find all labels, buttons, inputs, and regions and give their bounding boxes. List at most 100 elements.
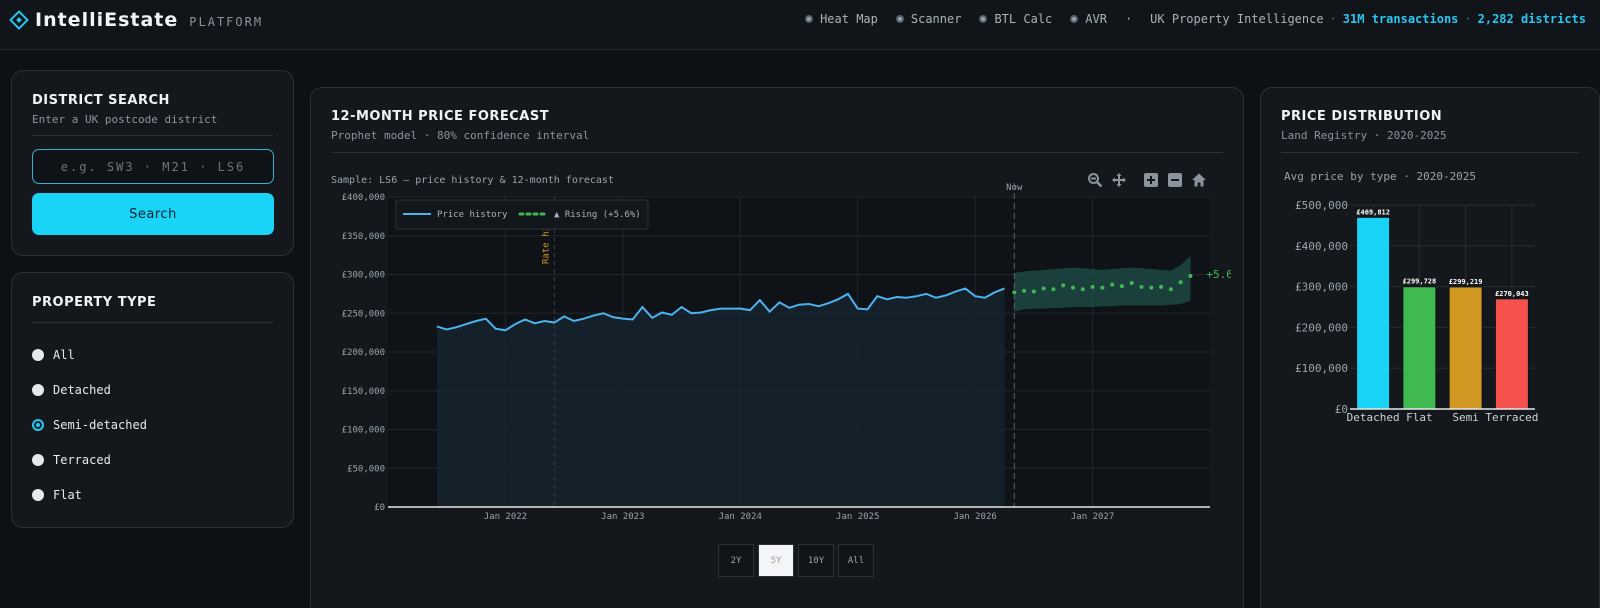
radio-terraced[interactable]: Terraced: [32, 442, 273, 477]
radio-button[interactable]: [32, 453, 44, 466]
brand[interactable]: IntelliEstate PLATFORM: [9, 9, 264, 31]
radio-flat[interactable]: Flat: [32, 477, 273, 512]
radio-button[interactable]: [32, 348, 44, 361]
nav-avr[interactable]: AVR: [1070, 12, 1107, 26]
forecast-title: 12-MONTH PRICE FORECAST: [331, 109, 550, 124]
chart-sample-label: Sample: LS6 — price history & 12-month f…: [331, 175, 614, 186]
y-tick-label: £500,000: [1295, 199, 1348, 212]
bar-detached: [1356, 216, 1391, 410]
y-tick-label: £150,000: [342, 387, 385, 397]
forecast-point: [1149, 285, 1154, 290]
zoom-icon[interactable]: [1087, 172, 1103, 188]
bar-terraced: [1494, 298, 1529, 410]
forecast-point: [1159, 284, 1164, 289]
x-tick-label: Jan 2023: [601, 512, 644, 521]
bar-layer: £0 £100,000 £200,000 £300,000 £400,000 £500,0…: [1295, 199, 1538, 424]
dot-icon: [895, 15, 904, 23]
x-tick-label: Flat: [1406, 411, 1433, 424]
divider: [1281, 152, 1579, 153]
stats-separator: ·: [1464, 12, 1472, 26]
home-icon[interactable]: [1191, 172, 1207, 188]
now-label: Now: [1006, 183, 1023, 193]
range-5y-button[interactable]: 5Y: [758, 544, 794, 577]
divider: [331, 152, 1223, 153]
brand-subtitle: PLATFORM: [189, 15, 264, 29]
radio-label: Semi-detached: [53, 417, 147, 432]
forecast-point: [1129, 281, 1134, 286]
x-tick-label: Semi: [1452, 411, 1479, 424]
range-10y-button[interactable]: 10Y: [798, 544, 834, 577]
forecast-chart[interactable]: £0 £50,000 £100,000 £150,000 £200,000 £250,00…: [311, 181, 1231, 521]
forecast-point: [1090, 284, 1095, 289]
radio-all[interactable]: All: [32, 337, 273, 372]
zoom-out-icon[interactable]: [1167, 172, 1183, 188]
nav-scanner[interactable]: Scanner: [895, 12, 961, 26]
property-type-card: PROPERTY TYPE All Detached Semi-detached…: [11, 272, 294, 528]
legend-price-history: Price history: [437, 210, 508, 220]
bar-data-label: £469,812: [1356, 208, 1390, 216]
property-type-title: PROPERTY TYPE: [32, 295, 157, 310]
y-tick-label: £400,000: [1295, 240, 1348, 253]
forecast-point: [1100, 285, 1105, 290]
search-button[interactable]: Search: [32, 193, 274, 235]
y-tick-label: £0: [1335, 403, 1348, 416]
range-all-button[interactable]: All: [838, 544, 874, 577]
x-tick-label: Jan 2027: [1071, 512, 1114, 521]
y-tick-label: £250,000: [342, 309, 385, 319]
radio-label: Terraced: [53, 452, 111, 467]
chart-legend[interactable]: Price history ▲ Rising (+5.6%): [395, 199, 649, 230]
radio-button-selected[interactable]: [32, 418, 44, 431]
forecast-point: [1178, 280, 1183, 285]
price-distribution-card: PRICE DISTRIBUTION Land Registry · 2020-…: [1260, 87, 1600, 608]
time-range-selector: 2Y 5Y 10Y All: [718, 544, 878, 577]
nav-label: BTL Calc: [994, 12, 1053, 26]
distribution-title: PRICE DISTRIBUTION: [1281, 109, 1443, 124]
distribution-subtitle: Land Registry · 2020-2025: [1281, 129, 1447, 142]
forecast-point: [1071, 285, 1075, 290]
x-tick-label: Detached: [1347, 411, 1400, 424]
distribution-chart-title: Avg price by type · 2020-2025: [1284, 170, 1477, 183]
divider: [32, 135, 273, 136]
bar-data-label: £270,043: [1495, 290, 1529, 298]
pan-icon[interactable]: [1111, 172, 1127, 188]
x-tick-label: Jan 2026: [953, 512, 996, 521]
price-forecast-card: 12-MONTH PRICE FORECAST Prophet model · …: [310, 87, 1244, 608]
history-area: [436, 288, 1005, 507]
y-tick-label: £50,000: [347, 464, 385, 474]
dot-icon: [805, 15, 814, 23]
forecast-change-label: +5.6%: [1206, 268, 1231, 281]
y-tick-label: £100,000: [1295, 362, 1348, 375]
radio-button[interactable]: [32, 488, 44, 501]
radio-label: All: [53, 347, 75, 362]
forecast-point: [1188, 274, 1193, 279]
y-tick-label: £300,000: [342, 271, 385, 281]
range-2y-button[interactable]: 2Y: [718, 544, 754, 577]
radio-semi-detached[interactable]: Semi-detached: [32, 407, 273, 442]
radio-button[interactable]: [32, 383, 44, 396]
top-nav: Heat Map Scanner BTL Calc AVR · UK Prope…: [787, 12, 1586, 26]
brand-name: IntelliEstate: [35, 9, 179, 31]
bar-data-label: £299,728: [1403, 278, 1437, 286]
rate-hikes-label: Rate hikes: [541, 210, 551, 264]
bar-semi: [1448, 286, 1483, 410]
y-tick-label: £100,000: [342, 426, 385, 436]
x-tick-label: Jan 2025: [836, 512, 879, 521]
x-tick-label: Jan 2024: [719, 512, 762, 521]
zoom-in-icon[interactable]: [1143, 172, 1159, 188]
chart-toolbar: [1079, 172, 1207, 188]
forecast-point: [1119, 284, 1124, 289]
nav-btl-calc[interactable]: BTL Calc: [979, 12, 1052, 26]
nav-heat-map[interactable]: Heat Map: [805, 12, 878, 26]
x-tick-label: Terraced: [1485, 411, 1538, 424]
forecast-subtitle: Prophet model · 80% confidence interval: [331, 129, 590, 142]
forecast-point: [1110, 282, 1115, 287]
divider: [32, 322, 273, 323]
radio-detached[interactable]: Detached: [32, 372, 273, 407]
forecast-point: [1012, 290, 1017, 295]
distribution-chart[interactable]: £0 £100,000 £200,000 £300,000 £400,000 £500,0…: [1261, 183, 1551, 523]
bar-data-label: £299,219: [1449, 278, 1483, 286]
stats-label: UK Property Intelligence: [1150, 12, 1324, 26]
nav-separator: ·: [1124, 12, 1133, 26]
nav-label: AVR: [1085, 12, 1107, 26]
district-search-input[interactable]: [32, 149, 274, 184]
